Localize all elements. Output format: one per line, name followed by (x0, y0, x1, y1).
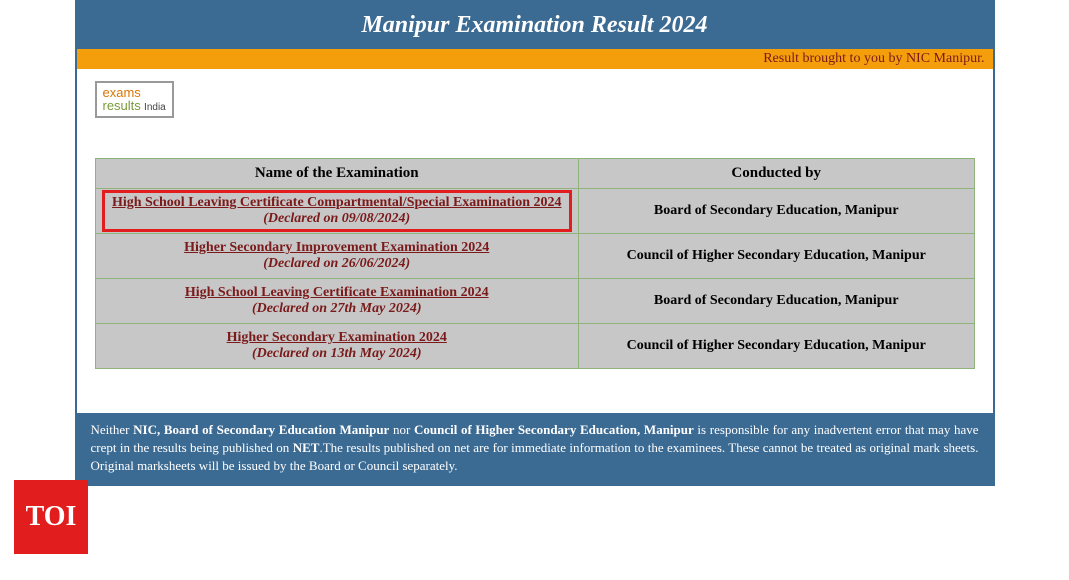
logo-text-results: results (103, 98, 141, 113)
col-header-name: Name of the Examination (95, 159, 578, 189)
declared-date: (Declared on 13th May 2024) (252, 346, 422, 361)
exam-name-cell: Higher Secondary Examination 2024(Declar… (95, 324, 578, 369)
toi-badge: TOI (14, 480, 88, 554)
conducted-by-cell: Board of Secondary Education, Manipur (578, 279, 974, 324)
gap (95, 369, 975, 405)
toi-label: TOI (26, 501, 77, 533)
disclaimer-b3: NET (293, 440, 320, 455)
conducted-by: Council of Higher Secondary Education, M… (627, 338, 926, 353)
conducted-by-cell: Council of Higher Secondary Education, M… (578, 234, 974, 279)
declared-date: (Declared on 27th May 2024) (252, 301, 422, 316)
exam-name-cell: High School Leaving Certificate Compartm… (95, 189, 578, 234)
conducted-by-cell: Board of Secondary Education, Manipur (578, 189, 974, 234)
conducted-by: Board of Secondary Education, Manipur (654, 293, 899, 308)
logo-text-india: India (144, 102, 166, 113)
exam-link[interactable]: Higher Secondary Examination 2024 (227, 330, 447, 345)
table-row: High School Leaving Certificate Compartm… (95, 189, 974, 234)
subtitle-bar: Result brought to you by NIC Manipur. (77, 49, 993, 69)
conducted-by-cell: Council of Higher Secondary Education, M… (578, 324, 974, 369)
content-area: exams results India Name of the Examinat… (77, 69, 993, 413)
disclaimer-b1: NIC, Board of Secondary Education Manipu… (133, 422, 389, 437)
exam-link[interactable]: Higher Secondary Improvement Examination… (184, 240, 489, 255)
exam-name-cell: High School Leaving Certificate Examinat… (95, 279, 578, 324)
table-header-row: Name of the Examination Conducted by (95, 159, 974, 189)
conducted-by: Council of Higher Secondary Education, M… (627, 248, 926, 263)
col-header-conducted: Conducted by (578, 159, 974, 189)
disclaimer-mid1: nor (389, 422, 414, 437)
table-row: Higher Secondary Examination 2024(Declar… (95, 324, 974, 369)
disclaimer: Neither NIC, Board of Secondary Educatio… (77, 413, 993, 484)
exam-name-cell: Higher Secondary Improvement Examination… (95, 234, 578, 279)
declared-date: (Declared on 09/08/2024) (263, 211, 410, 226)
conducted-by: Board of Secondary Education, Manipur (654, 203, 899, 218)
table-row: Higher Secondary Improvement Examination… (95, 234, 974, 279)
exam-link[interactable]: High School Leaving Certificate Examinat… (185, 285, 489, 300)
disclaimer-b2: Council of Higher Secondary Education, M… (414, 422, 694, 437)
table-row: High School Leaving Certificate Examinat… (95, 279, 974, 324)
page-title: Manipur Examination Result 2024 (77, 2, 993, 49)
declared-date: (Declared on 26/06/2024) (263, 256, 410, 271)
disclaimer-text: Neither (91, 422, 134, 437)
exams-results-logo[interactable]: exams results India (95, 81, 174, 118)
page-container: Manipur Examination Result 2024 Result b… (75, 0, 995, 486)
exam-table: Name of the Examination Conducted by Hig… (95, 158, 975, 369)
spacer (95, 118, 975, 158)
exam-link[interactable]: High School Leaving Certificate Compartm… (112, 195, 562, 210)
